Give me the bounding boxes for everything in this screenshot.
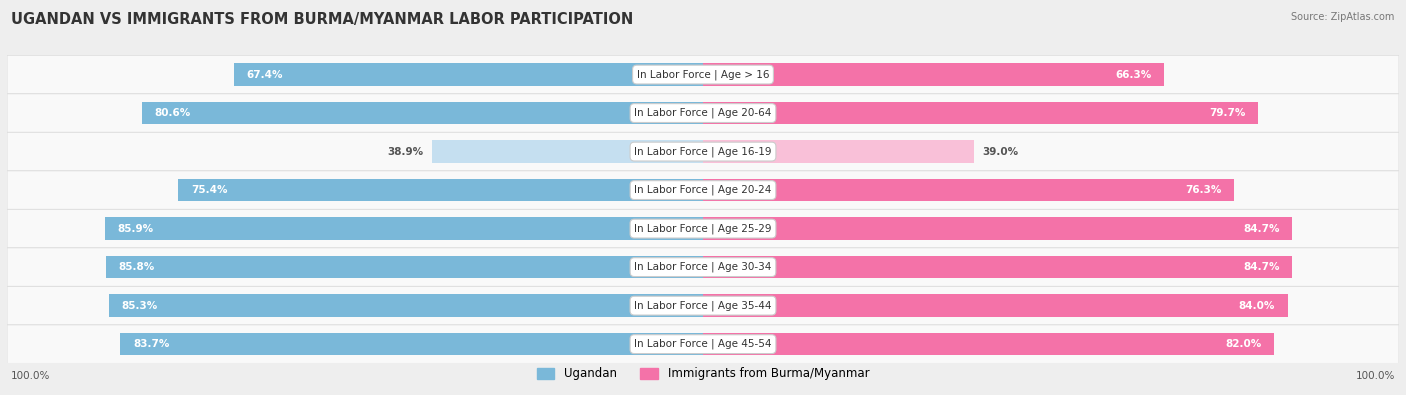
Text: 38.9%: 38.9%	[388, 147, 425, 156]
Text: In Labor Force | Age 30-34: In Labor Force | Age 30-34	[634, 262, 772, 273]
Legend: Ugandan, Immigrants from Burma/Myanmar: Ugandan, Immigrants from Burma/Myanmar	[531, 363, 875, 385]
Text: In Labor Force | Age 35-44: In Labor Force | Age 35-44	[634, 300, 772, 311]
Text: 85.8%: 85.8%	[118, 262, 155, 272]
Bar	[703, 140, 974, 163]
Bar	[703, 256, 1292, 278]
Text: UGANDAN VS IMMIGRANTS FROM BURMA/MYANMAR LABOR PARTICIPATION: UGANDAN VS IMMIGRANTS FROM BURMA/MYANMAR…	[11, 12, 634, 27]
FancyBboxPatch shape	[7, 171, 1399, 209]
Text: 82.0%: 82.0%	[1225, 339, 1261, 349]
Text: 85.3%: 85.3%	[122, 301, 157, 310]
Text: In Labor Force | Age 25-29: In Labor Force | Age 25-29	[634, 223, 772, 234]
FancyBboxPatch shape	[7, 286, 1399, 325]
Text: 85.9%: 85.9%	[118, 224, 153, 233]
FancyBboxPatch shape	[7, 248, 1399, 286]
Text: In Labor Force | Age 45-54: In Labor Force | Age 45-54	[634, 339, 772, 350]
Bar	[233, 63, 703, 86]
Bar	[105, 217, 703, 240]
Text: 80.6%: 80.6%	[155, 108, 191, 118]
Bar	[110, 294, 703, 317]
FancyBboxPatch shape	[7, 132, 1399, 171]
Text: 39.0%: 39.0%	[983, 147, 1019, 156]
Bar	[703, 333, 1274, 356]
Text: 84.0%: 84.0%	[1239, 301, 1275, 310]
Text: 100.0%: 100.0%	[1355, 371, 1395, 381]
Bar	[703, 217, 1292, 240]
FancyBboxPatch shape	[7, 209, 1399, 248]
Text: 66.3%: 66.3%	[1115, 70, 1152, 79]
Text: 83.7%: 83.7%	[134, 339, 169, 349]
Bar	[121, 333, 703, 356]
Text: 100.0%: 100.0%	[11, 371, 51, 381]
Text: In Labor Force | Age 20-24: In Labor Force | Age 20-24	[634, 185, 772, 196]
Text: Source: ZipAtlas.com: Source: ZipAtlas.com	[1291, 12, 1395, 22]
Text: In Labor Force | Age > 16: In Labor Force | Age > 16	[637, 69, 769, 80]
FancyBboxPatch shape	[7, 94, 1399, 132]
Bar	[179, 179, 703, 201]
Text: In Labor Force | Age 20-64: In Labor Force | Age 20-64	[634, 108, 772, 118]
Text: 76.3%: 76.3%	[1185, 185, 1222, 195]
FancyBboxPatch shape	[7, 325, 1399, 363]
Text: 84.7%: 84.7%	[1243, 224, 1279, 233]
Bar	[703, 63, 1164, 86]
Bar	[703, 102, 1258, 124]
Text: 75.4%: 75.4%	[191, 185, 228, 195]
FancyBboxPatch shape	[7, 55, 1399, 94]
Bar	[105, 256, 703, 278]
Bar	[703, 179, 1234, 201]
Bar	[142, 102, 703, 124]
Text: 84.7%: 84.7%	[1243, 262, 1279, 272]
Bar	[703, 294, 1288, 317]
Bar	[432, 140, 703, 163]
Text: 67.4%: 67.4%	[246, 70, 283, 79]
Text: 79.7%: 79.7%	[1209, 108, 1246, 118]
Text: In Labor Force | Age 16-19: In Labor Force | Age 16-19	[634, 146, 772, 157]
